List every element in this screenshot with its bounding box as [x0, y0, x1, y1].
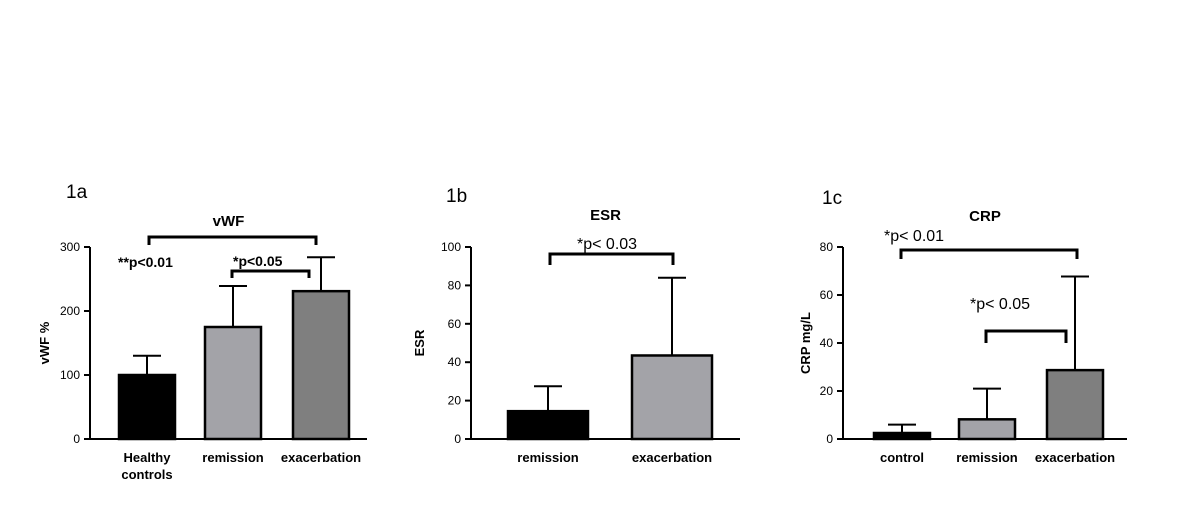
- y-tick-label: 100: [441, 240, 461, 254]
- bar: [117, 373, 177, 441]
- panel-label: 1c: [822, 188, 842, 209]
- chart-title: CRP: [969, 208, 1001, 225]
- y-axis-label: CRP mg/L: [798, 312, 813, 374]
- category-label: remission: [517, 450, 578, 465]
- chart-title: ESR: [590, 207, 621, 224]
- y-tick-label: 0: [454, 432, 461, 446]
- y-tick-label: 0: [73, 432, 80, 446]
- chart-panel-1a: 1a vWF 0 100 200 300 vWF % Healthy controls remis…: [37, 182, 367, 482]
- significance-annotation: *p< 0.01: [884, 228, 944, 245]
- bar: [630, 354, 714, 441]
- y-tick-label: 300: [60, 240, 80, 254]
- y-tick-label: 80: [448, 278, 462, 292]
- bar: [957, 418, 1017, 441]
- bar: [203, 325, 263, 441]
- category-label: controls: [121, 467, 172, 482]
- significance-bracket: [899, 248, 1079, 259]
- y-tick-label: 0: [826, 432, 833, 446]
- category-label: remission: [956, 450, 1017, 465]
- significance-annotation: **p<0.01: [118, 254, 173, 270]
- category-label: exacerbation: [1035, 450, 1115, 465]
- y-tick-label: 20: [448, 394, 462, 408]
- significance-bracket: [230, 269, 311, 278]
- chart-panel-1c: 1c CRP 0 20 40 60 80 CRP mg/L control remission ex…: [798, 188, 1127, 465]
- y-axis-label: ESR: [412, 329, 427, 356]
- panel-label: 1a: [66, 182, 88, 203]
- bar: [872, 431, 932, 441]
- bar: [1045, 368, 1105, 441]
- y-tick-label: 60: [448, 317, 462, 331]
- significance-bracket: [984, 329, 1068, 343]
- significance-bracket: [548, 252, 675, 265]
- category-label: exacerbation: [632, 450, 712, 465]
- chart-panel-1b: 1b ESR 0 20 40 60 80 100 ESR remission exacerbatio…: [412, 186, 740, 465]
- y-tick-label: 100: [60, 368, 80, 382]
- significance-annotation: *p< 0.05: [970, 296, 1030, 313]
- category-label: exacerbation: [281, 450, 361, 465]
- chart-title: vWF: [213, 213, 245, 230]
- panel-label: 1b: [446, 186, 467, 207]
- y-tick-label: 40: [448, 355, 462, 369]
- y-tick-label: 20: [820, 384, 834, 398]
- y-tick-label: 60: [820, 288, 834, 302]
- significance-annotation: *p<0.05: [233, 253, 283, 269]
- significance-annotation: *p< 0.03: [577, 236, 637, 253]
- y-tick-label: 80: [820, 240, 834, 254]
- category-label: remission: [202, 450, 263, 465]
- category-label: control: [880, 450, 924, 465]
- category-label: Healthy: [124, 450, 172, 465]
- significance-bracket: [147, 235, 318, 245]
- bar: [291, 289, 351, 441]
- bar: [506, 409, 590, 441]
- y-tick-label: 40: [820, 336, 834, 350]
- y-axis-label: vWF %: [37, 321, 52, 364]
- y-tick-label: 200: [60, 304, 80, 318]
